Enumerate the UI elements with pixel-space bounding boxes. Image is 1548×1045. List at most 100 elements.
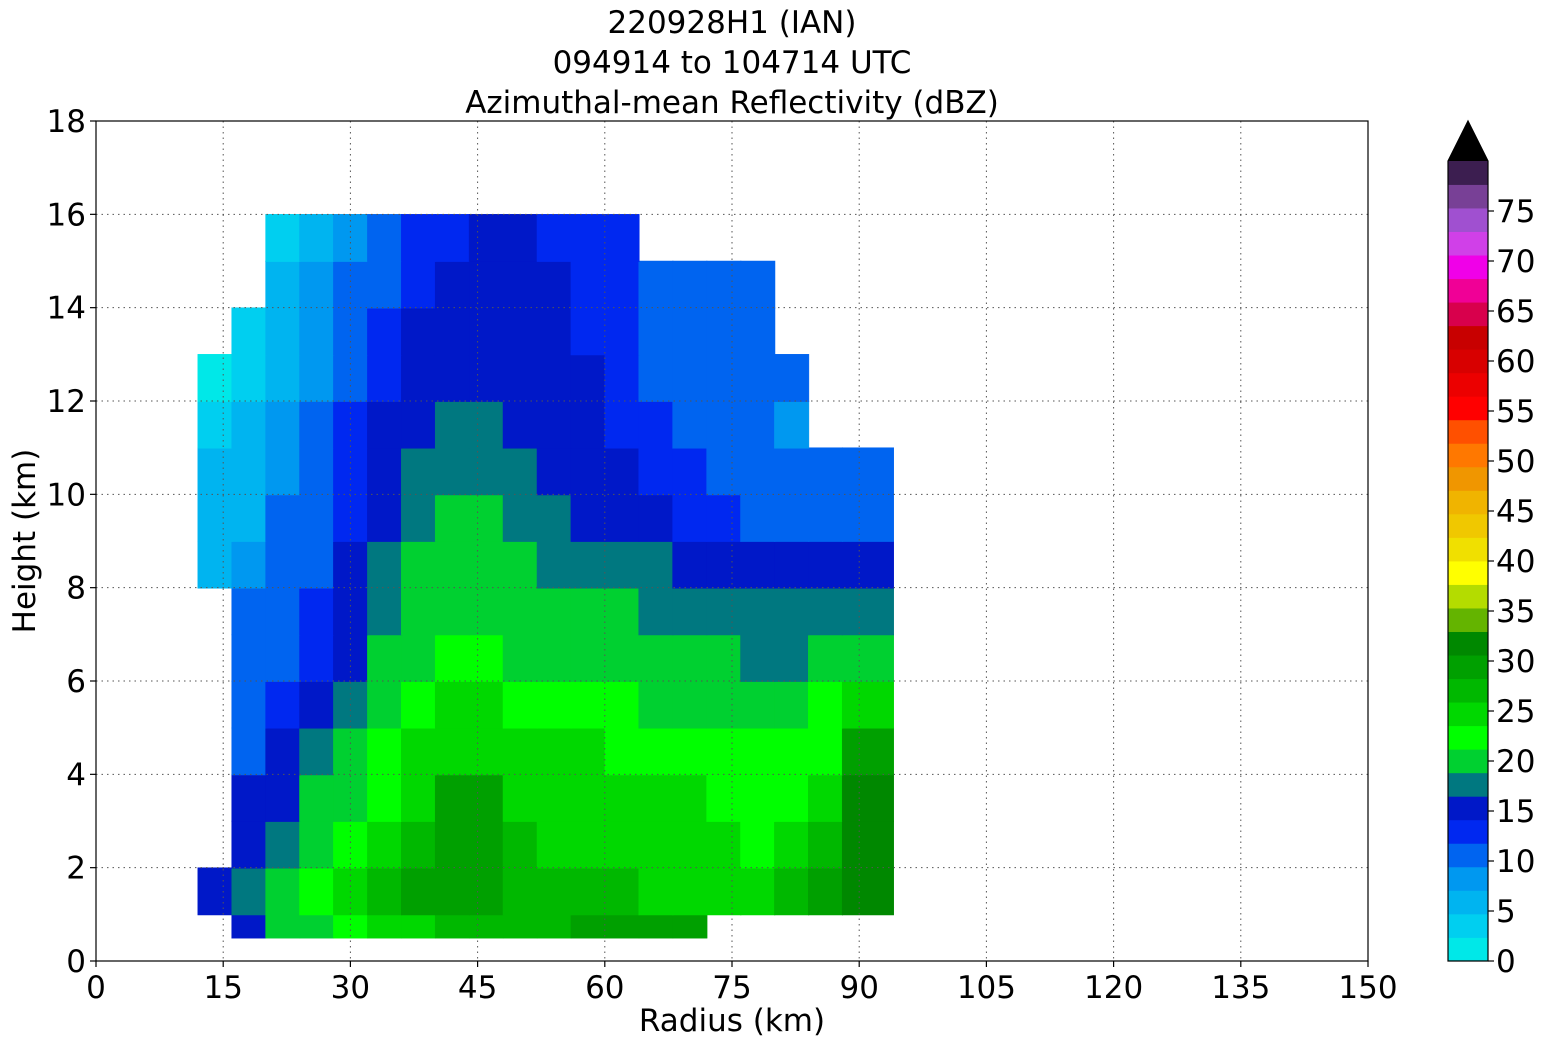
colorbar-tick-label: 55 [1496,394,1535,430]
field-cell [434,774,470,822]
field-cell [401,540,437,589]
field-cell [706,634,742,682]
field-cell [774,634,810,682]
field-cell [197,354,233,402]
field-cell [401,774,437,822]
field-cell [570,587,606,636]
colorbar-segment [1448,678,1488,703]
colorbar-segment [1448,725,1488,750]
colorbar-segment [1448,796,1488,821]
field-cell [706,354,742,402]
y-tick-label: 0 [66,944,86,980]
field-cell [434,307,470,356]
field-cell [502,400,538,449]
field-cell [434,494,470,542]
field-cell [638,400,674,449]
field-cell [468,914,504,939]
field-cell [841,540,894,589]
field-cell [468,727,504,776]
field-cell [333,914,369,939]
field-cell [570,354,606,402]
field-cell [672,260,708,309]
colorbar-segment [1448,396,1488,421]
x-tick-label: 120 [1084,970,1143,1006]
field-cell [231,820,267,869]
field-cell [299,587,335,636]
colorbar-tick-label: 45 [1496,494,1535,530]
field-cell [706,447,742,496]
field-cell [299,354,335,402]
field-cell [672,400,708,449]
colorbar-outline [1447,119,1489,962]
field-cell [265,914,301,939]
field-cell [265,680,301,729]
field-cell [774,540,810,589]
field-cell [536,540,572,589]
field-cell [570,634,606,682]
field-cell [502,680,538,729]
field-cell [706,540,742,589]
field-cell [265,400,301,449]
field-cell [468,540,504,589]
field-cell [367,727,403,776]
field-cell [401,680,437,729]
field-cell [265,820,301,869]
field-cell [231,867,267,916]
field-cell [265,260,301,309]
field-cell [502,447,538,496]
field-cell [434,354,470,402]
colorbar-tick-label: 50 [1496,444,1535,480]
field-cell [638,447,674,496]
field-cell [841,494,894,542]
field-cell [265,774,301,822]
colorbar-segment [1448,702,1488,727]
field-cell [774,680,810,729]
colorbar-segment [1448,890,1488,915]
colorbar-segment [1448,513,1488,538]
field-cell [706,307,742,356]
field-cell [774,867,810,916]
field-cell [570,307,606,356]
field-cell [265,214,301,262]
field-cell [706,820,742,869]
field-cell [536,727,572,776]
field-cell [333,634,369,682]
field-cell [638,727,674,776]
field-cell [333,540,369,589]
x-tick-label: 30 [331,970,370,1006]
field-cell [197,447,233,496]
field-cell [333,820,369,869]
field-cell [367,214,403,262]
colorbar-segment [1448,349,1488,374]
field-cell [502,914,538,939]
field-cell [706,494,742,542]
field-cell [434,727,470,776]
field-cell [536,914,572,939]
field-cell [401,307,437,356]
y-tick-label: 18 [47,104,86,140]
colorbar-tick-label: 20 [1496,744,1535,780]
field-cell [604,540,640,589]
colorbar-tick-label: 35 [1496,594,1535,630]
field-cell [706,587,742,636]
field-cell [536,214,572,262]
field-cell [706,400,742,449]
field-cell [841,867,894,916]
field-cell [638,634,674,682]
field-cell [604,867,640,916]
colorbar-tick-label: 70 [1496,244,1535,280]
field-cell [672,727,708,776]
colorbar-tick-label: 25 [1496,694,1535,730]
field-cell [434,214,470,262]
field-cell [265,494,301,542]
field-cell [502,540,538,589]
field-cell [502,727,538,776]
field-cell [231,914,267,939]
field-cell [299,447,335,496]
field-cell [570,820,606,869]
field-cell [570,727,606,776]
field-cell [468,447,504,496]
field-cell [604,587,640,636]
field-cell [672,540,708,589]
colorbar-segment [1448,161,1488,185]
